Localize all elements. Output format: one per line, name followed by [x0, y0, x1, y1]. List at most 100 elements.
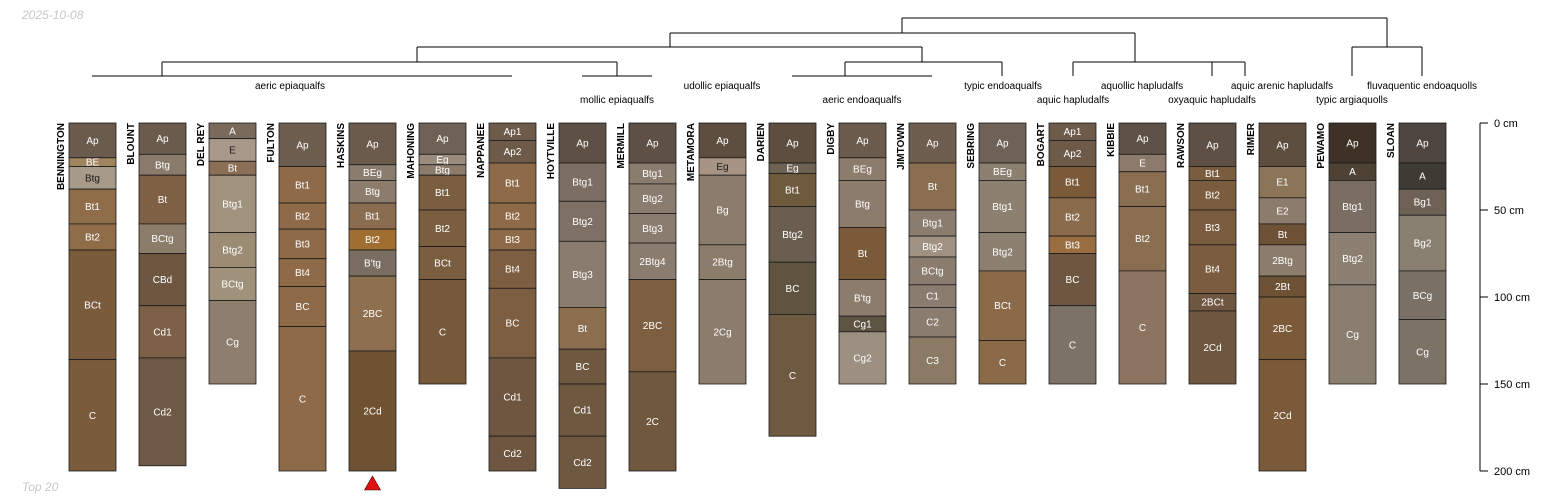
profile-name: METAMORA [686, 123, 697, 181]
horizon-rect [1258, 122, 1307, 167]
horizon-label: BCtg [151, 234, 173, 245]
horizon-label: Bt2 [1065, 212, 1080, 223]
horizon-label: Ap [786, 139, 799, 150]
taxon-group-label: aquollic hapludalfs [1101, 81, 1183, 92]
horizon-rect [1398, 214, 1447, 272]
horizon-label: 2Cd [1203, 343, 1221, 354]
horizon-rect [278, 228, 327, 260]
horizon-label: Ap [716, 136, 729, 147]
horizon-label: Btg2 [782, 230, 803, 241]
profile-name: FULTON [266, 123, 277, 163]
depth-tick-label: 0 cm [1494, 118, 1518, 130]
horizon-label: Ap1 [1064, 127, 1082, 138]
horizon-rect [1188, 209, 1237, 246]
horizon-label: Bg1 [1414, 198, 1432, 209]
horizon-label: Bt3 [505, 235, 520, 246]
horizon-rect [1258, 166, 1307, 199]
horizon-label: BC [1066, 275, 1080, 286]
profile-name: BOGART [1036, 123, 1047, 166]
soil-profile: Ap Eg Bg 2Btg 2Cg METAMORA [686, 122, 747, 385]
horizon-label: BC [786, 284, 800, 295]
soil-profile: Ap BE Btg Bt1 Bt2 BCt C BENNINGTON [56, 122, 117, 472]
horizon-label: Eg [716, 162, 728, 173]
horizon-label: BC [506, 319, 520, 330]
horizon-rect [278, 286, 327, 327]
horizon-label: Ap [996, 139, 1009, 150]
profile-name: PEWAMO [1316, 123, 1327, 169]
horizon-label: Bt [228, 164, 238, 175]
horizon-label: C [439, 327, 446, 338]
horizon-rect [558, 348, 607, 385]
horizon-rect [838, 331, 887, 385]
profile-name: SEBRING [966, 123, 977, 169]
horizon-rect [208, 300, 257, 385]
horizon-label: Bg [716, 206, 728, 217]
horizon-label: Bt1 [1205, 169, 1220, 180]
horizon-label: 2Cd [1273, 411, 1291, 422]
depth-tick-label: 200 cm [1494, 466, 1530, 478]
horizon-rect [68, 223, 117, 251]
horizon-rect [558, 383, 607, 437]
horizon-label: Cd2 [503, 449, 522, 460]
profile-name: RIMER [1246, 122, 1257, 155]
horizon-rect [1048, 197, 1097, 237]
horizon-rect [1398, 162, 1447, 190]
horizon-label: Btg1 [642, 169, 663, 180]
horizon-label: Ap2 [504, 147, 522, 158]
horizon-label: Bt4 [295, 268, 310, 279]
horizon-rect [68, 122, 117, 159]
horizon-label: Btg2 [642, 194, 663, 205]
horizon-label: B'tg [854, 293, 871, 304]
horizon-label: Cd1 [503, 393, 522, 404]
horizon-label: Bt2 [435, 224, 450, 235]
horizon-rect [908, 122, 957, 164]
horizon-rect [908, 256, 957, 286]
horizon-label: Cg [226, 338, 239, 349]
horizon-rect [1328, 122, 1377, 164]
horizon-label: C3 [926, 356, 939, 367]
soil-profile: Ap Btg1 Btg2 Btg3 2Btg4 2BC 2C MERMILL [616, 122, 677, 472]
horizon-label: Bt2 [85, 232, 100, 243]
soil-profile: Ap BEg Btg Bt1 Bt2 B'tg 2BC 2Cd HASKINS [336, 122, 397, 472]
horizon-rect [1048, 305, 1097, 385]
horizon-rect [1258, 359, 1307, 472]
horizon-rect [348, 275, 397, 352]
horizon-label: Cg [1416, 347, 1429, 358]
depth-tick-label: 100 cm [1494, 292, 1530, 304]
taxon-group-label: aquic hapludalfs [1037, 95, 1109, 106]
horizon-rect [208, 232, 257, 268]
horizon-label: Ap [86, 136, 99, 147]
horizon-label: Cg [1346, 330, 1359, 341]
horizon-label: Cg1 [853, 319, 872, 330]
horizon-rect [1398, 122, 1447, 164]
horizon-label: BEg [363, 168, 382, 179]
horizon-rect [768, 173, 817, 207]
horizon-label: E1 [1276, 178, 1289, 189]
horizon-label: BEg [853, 165, 872, 176]
horizon-label: A [1349, 167, 1356, 178]
profile-name: BENNINGTON [56, 123, 67, 190]
horizon-label: Bt3 [1205, 223, 1220, 234]
horizon-rect [1188, 244, 1237, 294]
horizon-label: 2BC [1273, 324, 1292, 335]
horizon-label: Btg [855, 199, 870, 210]
horizon-rect [768, 122, 817, 164]
horizon-label: E2 [1276, 206, 1289, 217]
horizon-rect [1328, 284, 1377, 385]
profile-name: HOYTVILLE [546, 123, 557, 179]
horizon-rect [1118, 206, 1167, 272]
footer-note: Top 20 [22, 480, 59, 494]
soil-profile: Ap Bt1 Bt2 Bt3 Bt4 2BCt 2Cd RAWSON [1176, 122, 1237, 385]
horizon-label: Ap [646, 139, 659, 150]
horizon-rect [558, 200, 607, 242]
taxon-group-label: fluvaquentic endoaquolls [1367, 81, 1477, 92]
soil-profile: Ap Btg1 Btg2 Btg3 Bt BC Cd1 Cd2 HOYTVILLE [546, 122, 607, 489]
profile-name: JIMTOWN [896, 123, 907, 170]
profile-name: MERMILL [616, 123, 627, 169]
taxon-group-label: aeric epiaqualfs [255, 81, 325, 92]
horizon-label: Bt1 [1135, 185, 1150, 196]
horizon-rect [418, 246, 467, 280]
